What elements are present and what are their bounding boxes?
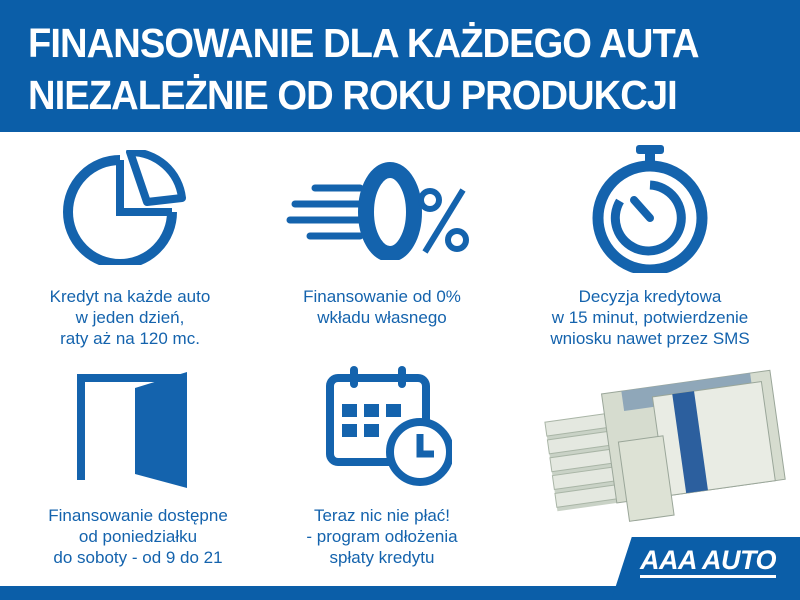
caption-line: raty aż na 120 mc. (60, 329, 200, 348)
caption-line: w 15 minut, potwierdzenie (551, 308, 749, 327)
caption-line: wniosku nawet przez SMS (550, 329, 750, 348)
aaa-auto-logo[interactable]: AAA AUTO (640, 545, 777, 578)
header-banner: FINANSOWANIE DLA KAŻDEGO AUTA NIEZALEŻNI… (0, 0, 800, 132)
feature-caption-credit: Kredyt na każde auto w jeden dzień, raty… (0, 286, 260, 349)
calendar-clock-icon (326, 366, 452, 486)
caption-line: - program odłożenia (306, 527, 458, 546)
caption-line: Teraz nic nie płać! (313, 506, 451, 525)
headline-line-2: NIEZALEŻNIE OD ROKU PRODUKCJI (28, 72, 678, 118)
footer-bar (0, 586, 800, 600)
zero-percent-icon (286, 162, 469, 260)
caption-line: do soboty - od 9 do 21 (53, 548, 223, 567)
feature-caption-decision: Decyzja kredytowa w 15 minut, potwierdze… (520, 286, 780, 349)
headline-line-1: FINANSOWANIE DLA KAŻDEGO AUTA (28, 20, 700, 66)
caption-line: spłaty kredytu (329, 548, 435, 567)
pie-chart-icon (63, 150, 186, 265)
caption-line: Decyzja kredytowa (578, 287, 722, 306)
open-door-icon (77, 372, 187, 488)
caption-line: w jeden dzień, (75, 308, 185, 327)
feature-caption-deferral: Teraz nic nie płać! - program odłożenia … (252, 505, 512, 568)
caption-line: Kredyt na każde auto (49, 287, 211, 306)
caption-line: od poniedziałku (78, 527, 198, 546)
feature-caption-zero-down: Finansowanie od 0% wkładu własnego (252, 286, 512, 328)
caption-line: wkładu własnego (317, 308, 447, 327)
stopwatch-icon (592, 145, 708, 273)
banknote-stacks-image (544, 369, 786, 522)
caption-line: Finansowanie od 0% (303, 287, 461, 306)
feature-caption-hours: Finansowanie dostępne od poniedziałku do… (8, 505, 268, 568)
caption-line: Finansowanie dostępne (48, 506, 228, 525)
